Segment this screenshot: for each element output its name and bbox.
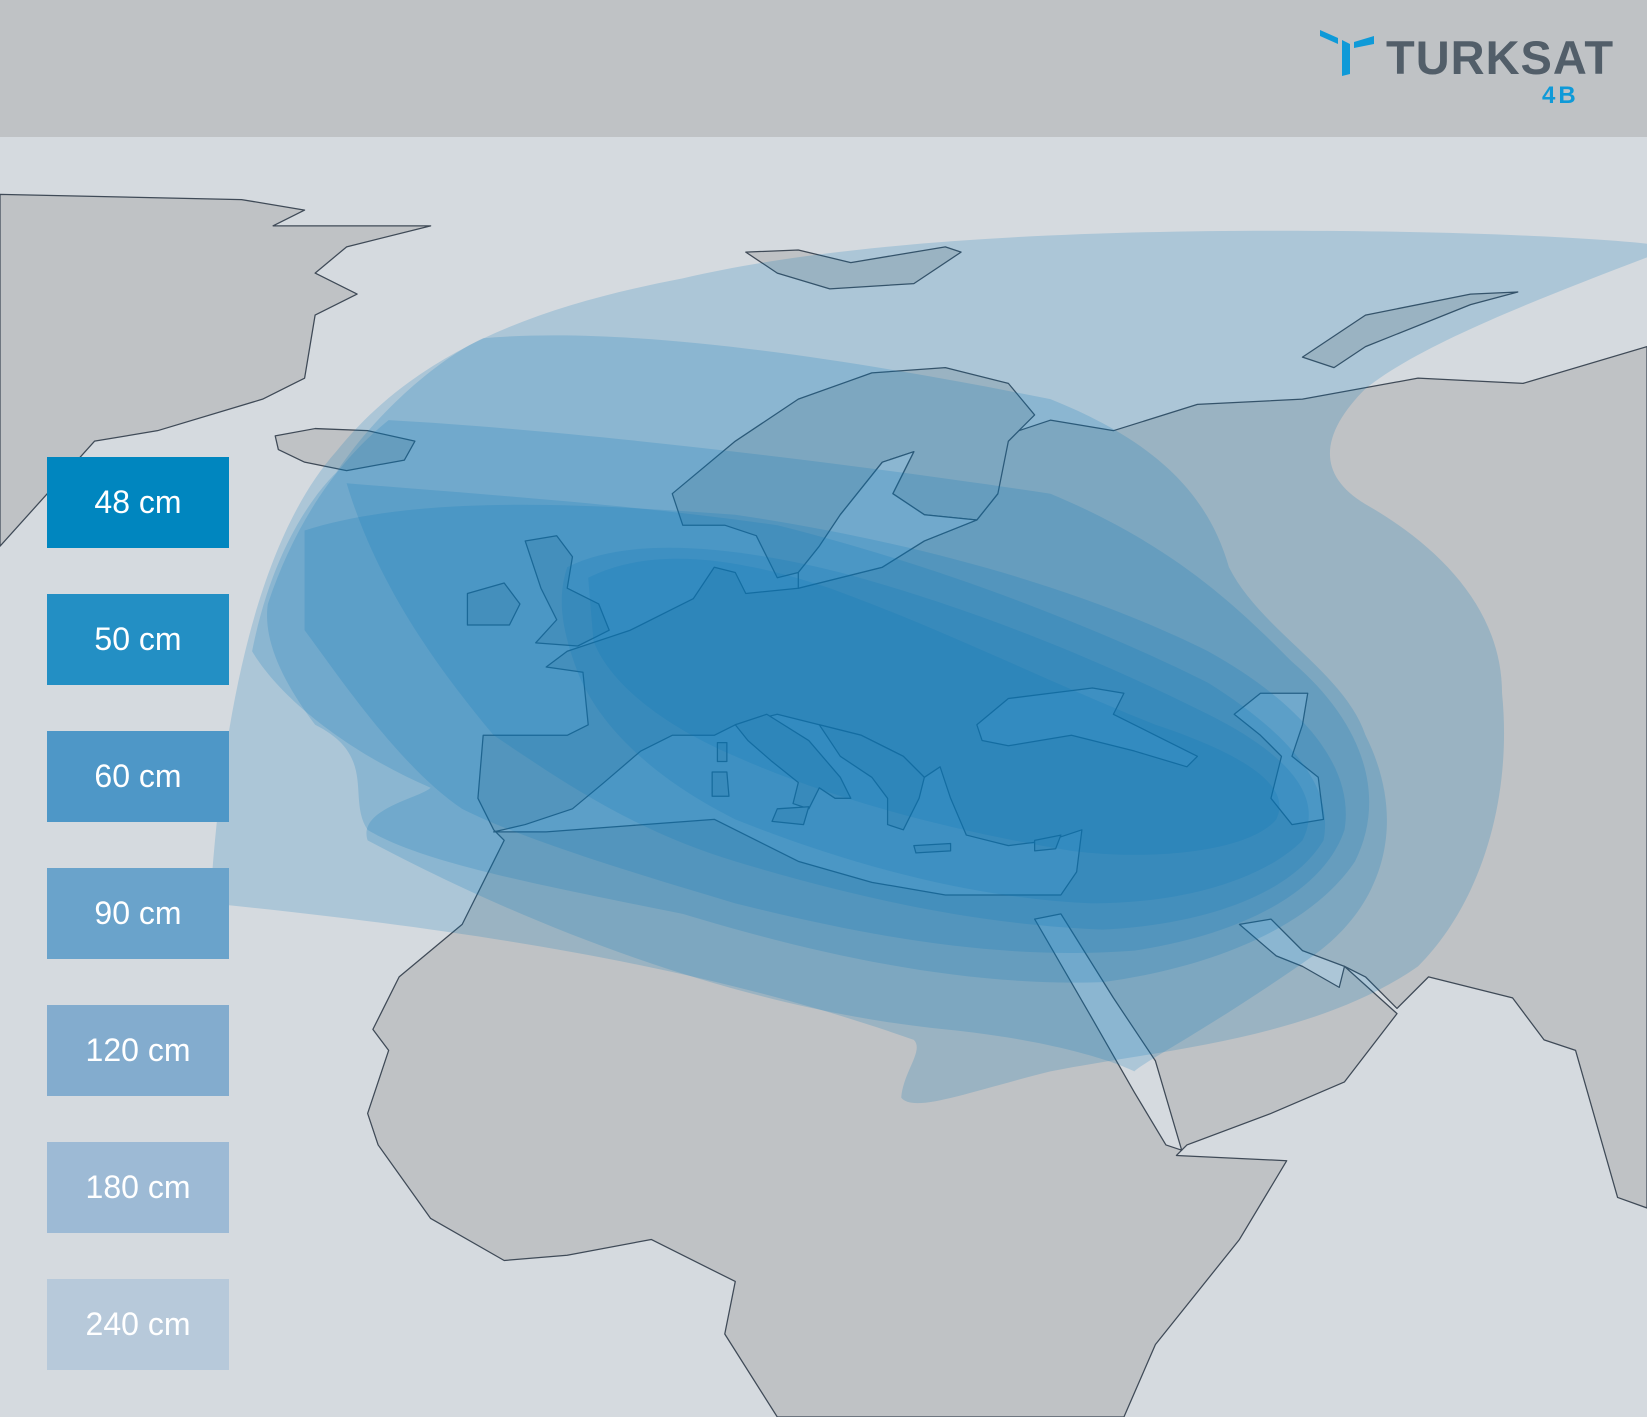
legend-label: 120 cm [85, 1032, 191, 1068]
legend-item-120cm: 120 cm [47, 1005, 229, 1096]
contour-48cm [588, 558, 1280, 855]
italy [734, 713, 852, 810]
contour-240cm [210, 230, 1647, 1104]
contour-120cm [267, 420, 1370, 983]
persian-gulf [1238, 918, 1346, 989]
beam-contours [210, 230, 1647, 1104]
legend-item-180cm: 180 cm [47, 1142, 229, 1233]
legend-label: 60 cm [94, 758, 182, 794]
legend-label: 90 cm [94, 895, 182, 931]
legend-item-48cm: 48 cm [47, 457, 229, 548]
novaya-zemlya [1301, 291, 1519, 369]
turksat-logo: TURKSAT 4B [1318, 28, 1613, 113]
legend-label: 240 cm [85, 1306, 191, 1342]
contour-180cm [252, 335, 1387, 1072]
logo-model-text: 4B [1542, 82, 1579, 109]
red-sea [1033, 913, 1183, 1151]
legend-label: 180 cm [85, 1169, 191, 1205]
legend-item-50cm: 50 cm [47, 594, 229, 685]
baltic-sea [797, 451, 978, 589]
sicily [771, 806, 810, 826]
islands-peninsulas [711, 713, 1062, 854]
caspian-sea [1233, 692, 1325, 826]
greenland [0, 193, 432, 547]
legend-item-240cm: 240 cm [47, 1279, 229, 1370]
legend-label: 50 cm [94, 621, 182, 657]
great-britain [524, 535, 610, 647]
ireland [466, 582, 521, 626]
logo-brand-text: TURKSAT [1386, 31, 1615, 84]
sardinia [711, 771, 730, 797]
corsica [716, 742, 728, 763]
black-sea [976, 687, 1199, 768]
contour-60cm [346, 483, 1326, 930]
legend-item-60cm: 60 cm [47, 731, 229, 822]
iceland [274, 427, 416, 472]
contour-50cm [561, 547, 1309, 904]
svalbard [745, 246, 962, 290]
cyprus [1033, 834, 1062, 852]
turksat-t-icon [1320, 30, 1374, 76]
legend-item-90cm: 90 cm [47, 868, 229, 959]
crete [913, 842, 952, 854]
header-bar: TURKSAT 4B [0, 0, 1647, 137]
legend-label: 48 cm [94, 484, 182, 520]
contour-90cm [304, 504, 1346, 953]
balkans [818, 724, 925, 831]
